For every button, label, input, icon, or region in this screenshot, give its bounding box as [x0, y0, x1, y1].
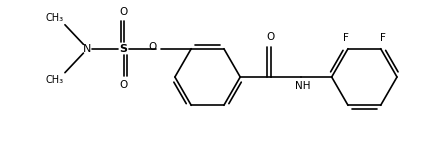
Text: CH₃: CH₃	[46, 75, 64, 85]
Text: NH: NH	[294, 81, 310, 91]
Text: F: F	[343, 33, 349, 43]
Text: O: O	[120, 80, 128, 90]
Text: N: N	[83, 44, 91, 54]
Text: CH₃: CH₃	[46, 13, 64, 23]
Text: F: F	[380, 33, 386, 43]
Text: O: O	[148, 42, 156, 52]
Text: O: O	[120, 7, 128, 17]
Text: O: O	[267, 32, 275, 42]
Text: S: S	[120, 44, 128, 54]
